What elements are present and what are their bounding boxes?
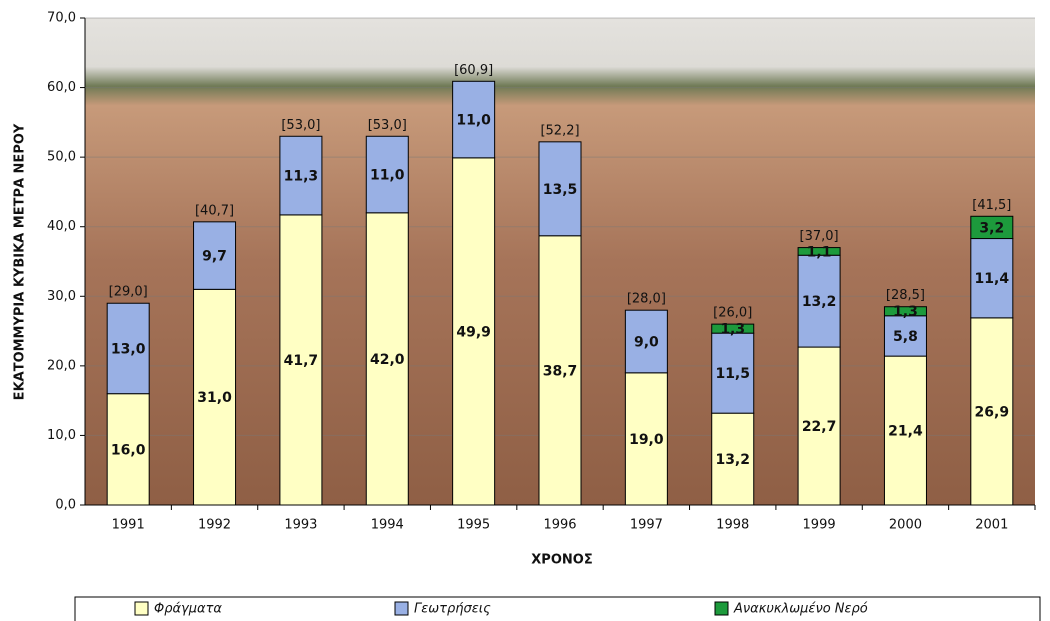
x-axis-label: ΧΡΟΝΟΣ xyxy=(531,553,592,568)
y-tick-label: 30,0 xyxy=(47,289,76,304)
value-label: 13,2 xyxy=(802,294,837,310)
bar-segment xyxy=(797,254,841,348)
legend-box xyxy=(74,596,1041,621)
total-label: [37,0] xyxy=(800,229,839,244)
bar-segment xyxy=(279,214,323,506)
value-label: 13,0 xyxy=(111,341,146,357)
bar-segment xyxy=(452,80,496,159)
total-label: [41,5] xyxy=(972,198,1011,213)
legend-label: Γεωτρήσεις xyxy=(414,602,491,617)
bar-segment xyxy=(193,221,237,290)
x-tick-label: 1996 xyxy=(543,518,576,533)
bar-segment xyxy=(883,306,927,317)
bar-segment xyxy=(711,412,755,506)
bar-segment xyxy=(711,323,755,334)
value-label: 13,2 xyxy=(715,452,750,468)
bar-segment xyxy=(193,288,237,506)
y-axis-label: ΕΚΑΤΟΜΜΥΡΙΑ ΚΥΒΙΚΑ ΜΕΤΡΑ ΝΕΡΟΥ xyxy=(13,123,28,400)
bar-segment xyxy=(365,212,409,506)
bar-segment xyxy=(624,309,668,374)
value-label: 3,2 xyxy=(979,220,1004,236)
value-label: 49,9 xyxy=(456,324,491,340)
y-tick-label: 70,0 xyxy=(47,11,76,26)
total-label: [53,0] xyxy=(281,118,320,133)
x-tick-label: 1993 xyxy=(284,518,317,533)
x-tick-label: 1994 xyxy=(371,518,404,533)
bar-segment xyxy=(279,135,323,216)
value-label: 1,3 xyxy=(720,322,745,338)
value-label: 42,0 xyxy=(370,352,405,368)
bar-segment xyxy=(452,157,496,506)
total-label: [26,0] xyxy=(713,306,752,321)
bar-segment xyxy=(106,302,150,395)
y-tick-label: 20,0 xyxy=(47,358,76,373)
value-label: 11,0 xyxy=(370,168,405,184)
legend-swatch xyxy=(394,601,409,616)
legend-swatch xyxy=(714,601,729,616)
total-label: [40,7] xyxy=(195,203,234,218)
x-tick-label: 2000 xyxy=(889,518,922,533)
bar-segment xyxy=(365,135,409,214)
bar-segment xyxy=(970,317,1014,506)
x-tick-label: 1992 xyxy=(198,518,231,533)
value-label: 21,4 xyxy=(888,424,923,440)
value-label: 11,5 xyxy=(715,366,750,382)
value-label: 16,0 xyxy=(111,442,146,458)
bar-segment xyxy=(711,332,755,414)
total-label: [29,0] xyxy=(109,285,148,300)
x-tick-label: 1999 xyxy=(803,518,836,533)
legend-swatch xyxy=(134,601,149,616)
total-label: [28,0] xyxy=(627,292,666,307)
y-tick-label: 60,0 xyxy=(47,80,76,95)
value-label: 13,5 xyxy=(543,182,578,198)
value-label: 9,7 xyxy=(202,249,227,265)
bar-segment xyxy=(624,372,668,506)
value-label: 11,3 xyxy=(284,169,319,185)
total-label: [53,0] xyxy=(368,118,407,133)
y-tick-label: 40,0 xyxy=(47,219,76,234)
value-label: 41,7 xyxy=(284,353,319,369)
value-label: 38,7 xyxy=(543,363,578,379)
value-label: 31,0 xyxy=(197,390,232,406)
total-label: [28,5] xyxy=(886,288,925,303)
bar-segment xyxy=(538,141,582,237)
value-label: 19,0 xyxy=(629,432,664,448)
x-tick-label: 1998 xyxy=(716,518,749,533)
value-label: 1,1 xyxy=(807,244,832,260)
x-tick-label: 1997 xyxy=(630,518,663,533)
x-tick-label: 2001 xyxy=(975,518,1008,533)
bar-segment xyxy=(797,247,841,256)
x-tick-label: 1995 xyxy=(457,518,490,533)
legend-label: Φράγματα xyxy=(154,602,222,617)
total-label: [52,2] xyxy=(540,123,579,138)
x-tick-label: 1991 xyxy=(112,518,145,533)
bar-segment xyxy=(538,235,582,506)
bar-segment xyxy=(970,238,1014,319)
bar-segment xyxy=(797,346,841,506)
bar-segment xyxy=(970,215,1014,240)
y-tick-label: 10,0 xyxy=(47,428,76,443)
y-tick-label: 50,0 xyxy=(47,150,76,165)
value-label: 5,8 xyxy=(893,329,918,345)
value-label: 11,0 xyxy=(456,113,491,129)
y-tick-label: 0,0 xyxy=(55,498,76,513)
value-label: 22,7 xyxy=(802,419,837,435)
value-label: 1,3 xyxy=(893,304,918,320)
legend-label: Ανακυκλωμένο Νερό xyxy=(733,602,868,617)
value-label: 11,4 xyxy=(975,271,1010,287)
value-label: 9,0 xyxy=(634,335,659,351)
total-label: [60,9] xyxy=(454,63,493,78)
value-label: 26,9 xyxy=(975,404,1010,420)
